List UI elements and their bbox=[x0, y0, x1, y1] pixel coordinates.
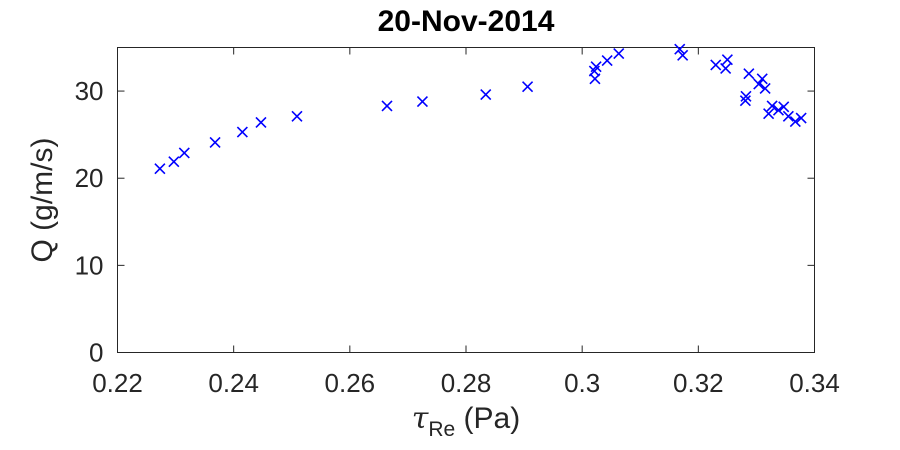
plot-frame bbox=[117, 47, 815, 353]
data-point bbox=[739, 95, 751, 107]
data-point bbox=[766, 100, 778, 112]
data-point bbox=[763, 108, 775, 120]
data-point bbox=[743, 68, 755, 80]
x-tick-label: 0.3 bbox=[564, 368, 600, 398]
x-axis-label: τRe (Pa) bbox=[412, 401, 520, 441]
data-point bbox=[590, 61, 602, 73]
x-tick-label: 0.26 bbox=[325, 368, 376, 398]
data-point bbox=[756, 73, 768, 85]
data-point bbox=[291, 110, 303, 122]
data-point bbox=[416, 95, 429, 108]
data-point bbox=[677, 49, 689, 61]
data-point bbox=[674, 43, 686, 55]
data-point bbox=[613, 48, 625, 60]
data-point bbox=[255, 116, 267, 129]
data-point bbox=[795, 112, 807, 124]
data-point bbox=[721, 54, 733, 66]
data-point bbox=[772, 104, 785, 116]
data-point bbox=[154, 163, 166, 175]
data-point bbox=[759, 82, 771, 95]
y-tick-label: 20 bbox=[75, 163, 104, 193]
data-point bbox=[740, 90, 752, 102]
axis-ticks bbox=[117, 47, 815, 353]
data-point bbox=[522, 81, 534, 93]
x-tick-label: 0.22 bbox=[92, 368, 143, 398]
y-tick-label: 0 bbox=[89, 338, 103, 368]
x-axis-unit: (Pa) bbox=[455, 402, 520, 435]
y-axis-label: Q (g/m/s) bbox=[26, 138, 59, 263]
data-point bbox=[209, 136, 221, 149]
data-point bbox=[480, 88, 492, 101]
x-axis-symbol: τ bbox=[412, 401, 429, 436]
chart-title: 20-Nov-2014 bbox=[378, 5, 555, 38]
data-point bbox=[710, 59, 722, 71]
y-tick-label: 30 bbox=[75, 76, 104, 106]
x-tick-labels: 0.22 0.24 0.26 0.28 0.3 0.32 0.34 bbox=[92, 368, 840, 398]
x-tick-label: 0.28 bbox=[441, 368, 492, 398]
data-point bbox=[178, 147, 190, 159]
data-point bbox=[789, 116, 801, 128]
data-point bbox=[381, 100, 393, 112]
x-tick-label: 0.32 bbox=[673, 368, 724, 398]
data-point bbox=[753, 78, 765, 90]
data-points bbox=[154, 43, 807, 175]
x-tick-label: 0.34 bbox=[789, 368, 840, 398]
data-point bbox=[168, 156, 180, 168]
y-tick-label: 10 bbox=[75, 250, 104, 280]
data-point bbox=[782, 110, 794, 122]
data-point bbox=[601, 55, 613, 67]
x-tick-label: 0.24 bbox=[208, 368, 259, 398]
data-point bbox=[778, 101, 790, 113]
y-tick-labels: 0 10 20 30 bbox=[75, 76, 104, 367]
data-point bbox=[720, 62, 732, 74]
x-axis-subscript: Re bbox=[428, 418, 455, 441]
data-point bbox=[236, 126, 248, 138]
